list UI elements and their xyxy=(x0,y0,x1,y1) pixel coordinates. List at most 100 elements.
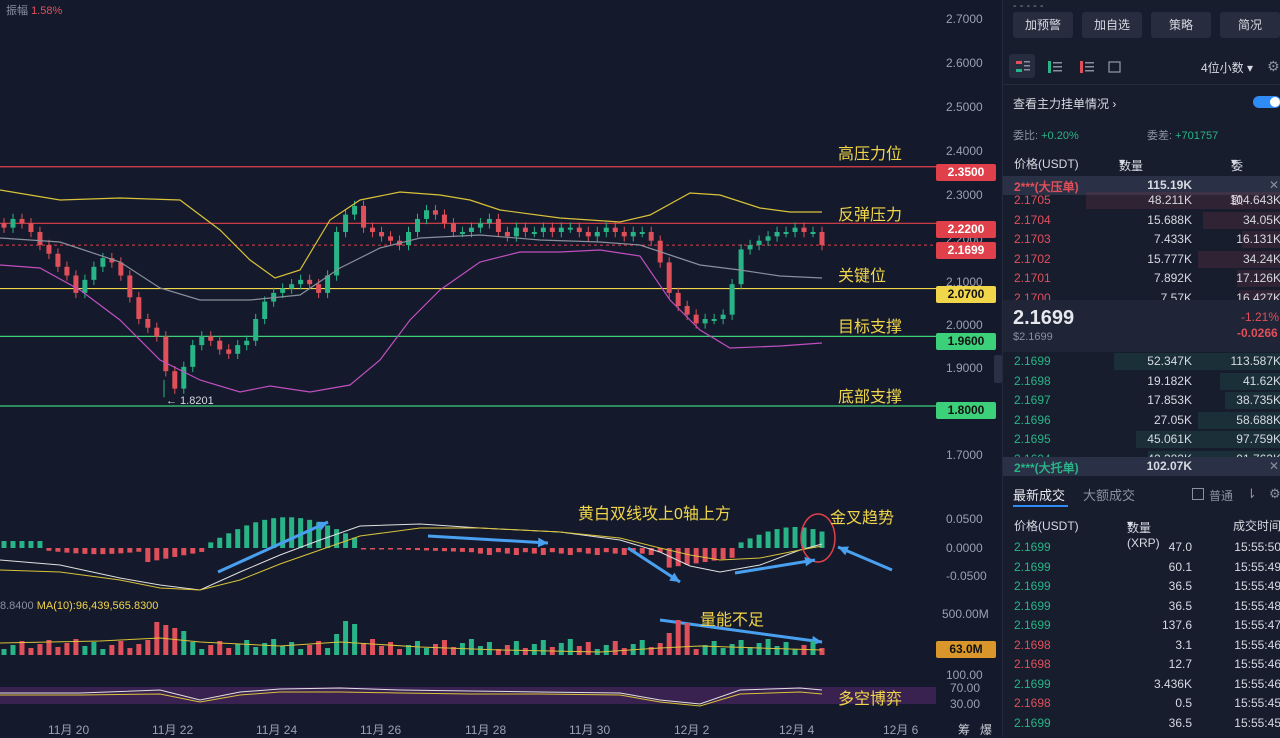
close-icon[interactable]: ✕ xyxy=(1269,459,1280,473)
macd-dif-line xyxy=(0,523,823,591)
volume-bar xyxy=(765,639,771,655)
candle-body xyxy=(172,371,178,389)
price-tag-bottom-support: 1.8000 xyxy=(936,402,996,419)
macd-bar xyxy=(28,541,34,548)
volume-bar xyxy=(468,639,474,655)
candle-body xyxy=(226,349,232,354)
qty-sort[interactable]: 数量 (XRP) ▾ xyxy=(1119,155,1152,188)
bid-row[interactable]: 2.1695 45.061K 97.759K xyxy=(1003,430,1280,449)
volume-bar xyxy=(397,649,403,655)
settings-icon[interactable]: ⚙ xyxy=(1269,486,1280,501)
filter-icon[interactable]: ⇂ xyxy=(1246,486,1257,501)
orderbook-total: 17.126K xyxy=(1236,271,1280,285)
candle-body xyxy=(73,275,79,293)
panel-collapse-handle[interactable] xyxy=(994,355,1002,383)
trade-time: 15:55:49 xyxy=(1234,579,1280,593)
volume-bar xyxy=(729,644,735,655)
macd-bar xyxy=(441,548,447,552)
macd-bar xyxy=(729,548,735,558)
macd-bar xyxy=(325,525,331,548)
rsi-line-yellow xyxy=(0,691,823,707)
volume-bar xyxy=(73,639,79,655)
bid-row[interactable]: 2.1698 19.182K 41.62K xyxy=(1003,372,1280,391)
volume-bar xyxy=(199,649,205,655)
volume-bar xyxy=(307,645,313,655)
annotation-high-pressure: 高压力位 xyxy=(838,146,903,163)
ask-row[interactable]: 2.1704 15.688K 34.05K xyxy=(1003,211,1280,230)
trade-time: 15:55:46 xyxy=(1234,637,1280,652)
chart-area[interactable]: 振幅 1.58% 2.7000 2.6000 2.5000 2.4000 2.3… xyxy=(0,0,1002,737)
trade-row: 2.1699 60.1 15:55:49 xyxy=(1003,558,1280,577)
strategy-button[interactable]: 策略 xyxy=(1151,12,1211,38)
big-bid-row[interactable]: 2***(大托单) 102.07K ✕ xyxy=(1003,457,1280,476)
orderbook-bids-icon[interactable] xyxy=(1047,60,1063,74)
macd-bar xyxy=(801,527,807,548)
macd-bar xyxy=(316,522,322,548)
volume-bar xyxy=(190,642,196,655)
close-icon[interactable]: ✕ xyxy=(1269,178,1280,192)
orderbook-custom-icon[interactable] xyxy=(1107,60,1123,74)
main-orders-link[interactable]: 查看主力挂单情况 › xyxy=(1013,97,1117,111)
trade-row: 2.1699 137.6 15:55:47 xyxy=(1003,616,1280,635)
orderbook-total: 104.643K xyxy=(1229,193,1280,207)
bid-row[interactable]: 2.1697 17.853K 38.735K xyxy=(1003,391,1280,410)
overview-button[interactable]: 简况 xyxy=(1220,12,1280,38)
bid-row[interactable]: 2.1696 27.05K 58.688K xyxy=(1003,411,1280,430)
macd-bar xyxy=(10,541,16,548)
total-sort[interactable]: 委托额 ▾ xyxy=(1231,155,1244,207)
candle-body xyxy=(423,210,429,219)
add-alert-button[interactable]: 加预警 xyxy=(1013,12,1073,38)
ask-row[interactable]: 2.1705 48.211K 104.643K xyxy=(1003,191,1280,210)
trade-qty-sort[interactable]: 数量(XRP) ▾ xyxy=(1127,517,1160,550)
add-watchlist-button[interactable]: 加自选 xyxy=(1082,12,1142,38)
candle-body xyxy=(118,262,124,276)
orderbook-panel: - - - - - 加预警 加自选 策略 简况 4位小数 ▾ ⚙ 查看主力挂单情… xyxy=(1002,0,1280,737)
normal-checkbox[interactable] xyxy=(1192,488,1204,500)
chip-distribution-button[interactable]: 筹 xyxy=(958,723,971,737)
candle-body xyxy=(55,253,61,267)
volume-bar xyxy=(316,641,322,655)
trend-arrow xyxy=(734,558,816,575)
orderbook-mode-active[interactable] xyxy=(1009,54,1035,78)
orderbook-both-icon[interactable] xyxy=(1015,60,1031,74)
volume-bar xyxy=(747,647,753,655)
trade-time: 15:55:46 xyxy=(1234,657,1280,671)
volume-bar xyxy=(603,645,609,655)
tab-latest-trades[interactable]: 最新成交 xyxy=(1013,488,1066,503)
candle-body xyxy=(136,297,142,319)
volume-bar xyxy=(172,628,178,655)
macd-bar xyxy=(576,548,582,553)
annotation-rsi: 多空博弈 xyxy=(838,691,903,708)
big-ask-row[interactable]: 2***(大压单) 115.19K ✕ xyxy=(1003,176,1280,195)
volume-bar xyxy=(334,634,340,655)
annotation-key-level: 关键位 xyxy=(838,268,887,285)
decimals-select[interactable]: 4位小数 ▾ xyxy=(1201,61,1254,75)
rsi-line-white xyxy=(0,687,823,705)
orderbook-asks-icon[interactable] xyxy=(1079,60,1095,74)
candle-body xyxy=(352,205,358,215)
ask-row[interactable]: 2.1701 7.892K 17.126K xyxy=(1003,269,1280,288)
bid-row[interactable]: 2.1699 52.347K 113.587K xyxy=(1003,352,1280,371)
ask-row[interactable]: 2.1703 7.433K 16.131K xyxy=(1003,230,1280,249)
price-tag-target-support: 1.9600 xyxy=(936,333,996,350)
volume-bar xyxy=(370,639,376,655)
volume-bar xyxy=(612,641,618,655)
price-chart[interactable] xyxy=(0,0,1000,737)
macd-bar xyxy=(262,519,268,548)
main-orders-toggle[interactable] xyxy=(1253,96,1280,108)
macd-bar xyxy=(91,548,97,555)
trend-arrow xyxy=(217,520,329,574)
liquidation-button[interactable]: 爆 xyxy=(980,723,993,737)
ask-row[interactable]: 2.1702 15.777K 34.24K xyxy=(1003,250,1280,269)
candle-body xyxy=(549,227,555,232)
tab-large-trades[interactable]: 大额成交 xyxy=(1083,488,1136,503)
rsi-band xyxy=(0,687,936,704)
normal-label: 普通 xyxy=(1209,489,1234,503)
candle-body xyxy=(630,232,636,237)
candle-body xyxy=(477,223,483,228)
y-tick-label: 2.6000 xyxy=(946,56,983,70)
settings-icon[interactable]: ⚙ xyxy=(1267,58,1280,74)
volume-bar xyxy=(432,644,438,655)
volume-bar xyxy=(298,649,304,655)
orderbook-qty: 17.853K xyxy=(1147,393,1192,407)
